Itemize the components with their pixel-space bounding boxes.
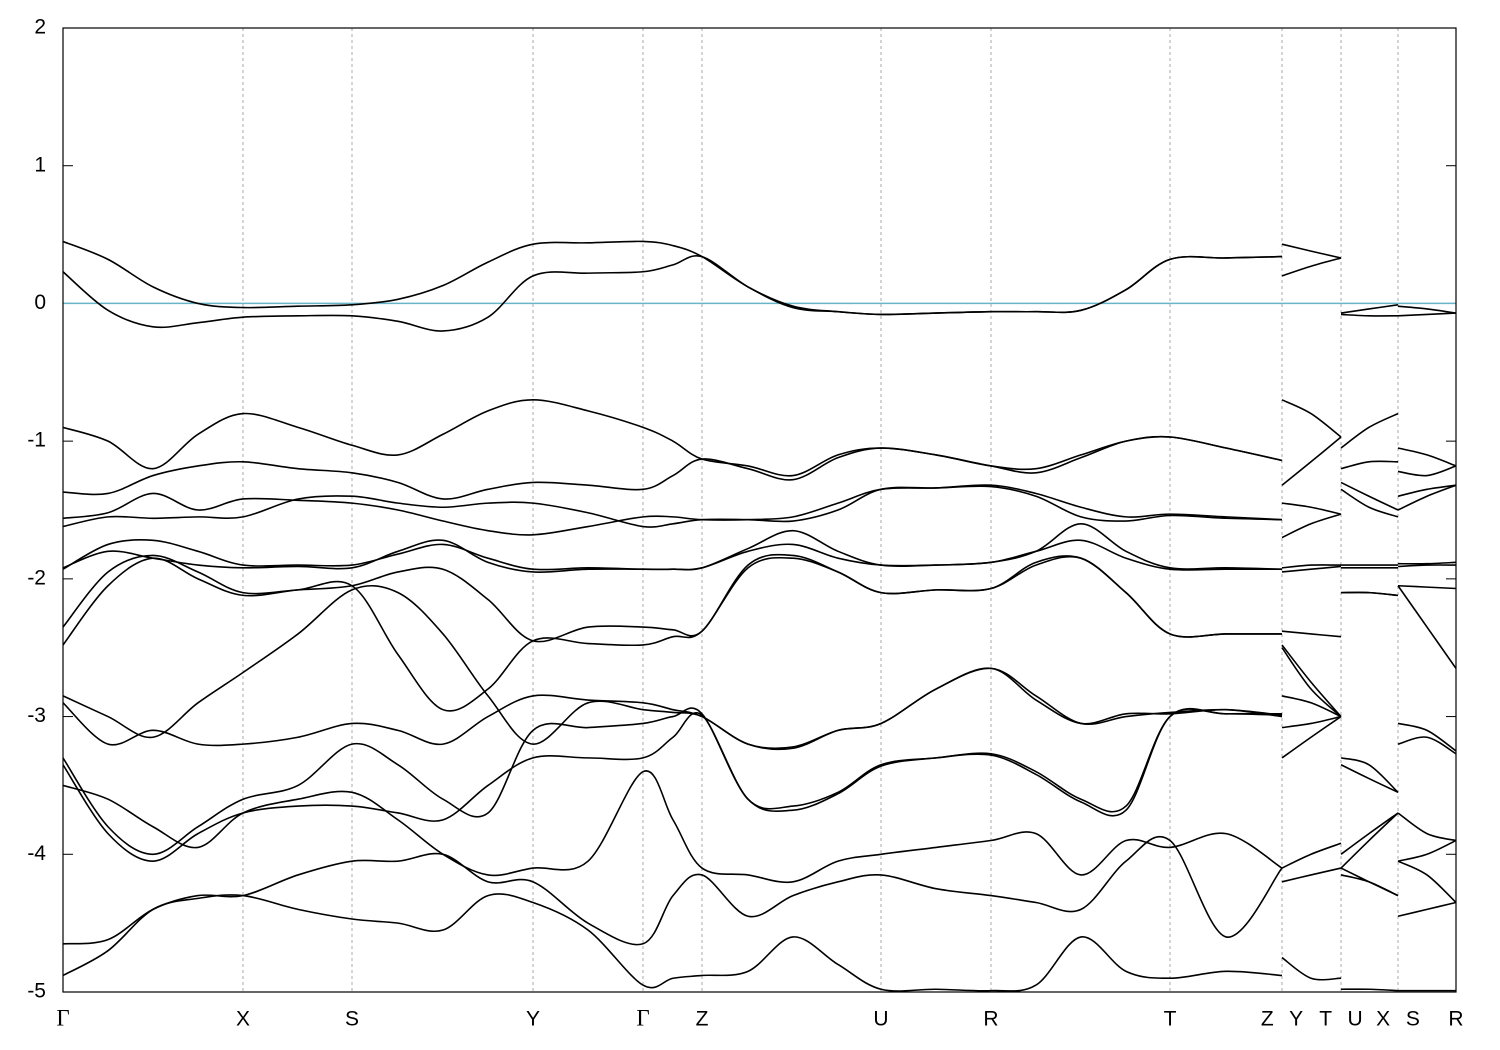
band-layer xyxy=(63,240,1456,992)
band-line xyxy=(63,484,1456,539)
grid-layer xyxy=(63,27,1456,993)
y-tick-label: 1 xyxy=(34,153,46,176)
x-tick-label: T xyxy=(1164,1008,1177,1031)
band-line xyxy=(63,522,1456,571)
band-line xyxy=(63,707,1456,856)
x-tick-label: R xyxy=(1448,1008,1463,1031)
x-tick-label: X xyxy=(236,1008,250,1031)
band-line xyxy=(63,399,1456,477)
y-tick-label: -5 xyxy=(27,980,46,1003)
y-tick-label: -1 xyxy=(27,429,46,452)
y-tick-label: -3 xyxy=(27,704,46,727)
x-tick-label: Γ xyxy=(56,1005,69,1030)
band-line xyxy=(63,835,1456,946)
plot-frame xyxy=(62,27,1457,993)
band-line xyxy=(63,539,1456,574)
band-line xyxy=(63,481,1456,536)
y-tick-label: 2 xyxy=(34,16,46,39)
y-tick-label: -4 xyxy=(27,842,46,865)
x-tick-label: X S xyxy=(1376,1008,1420,1031)
x-tick-label: Γ xyxy=(636,1005,649,1030)
x-tick-label: S xyxy=(345,1008,359,1031)
band-line xyxy=(63,255,1456,332)
band-line xyxy=(63,553,1456,643)
x-tick-label: Z Y xyxy=(1261,1008,1303,1031)
band-line xyxy=(63,435,1456,500)
y-tick-label: -2 xyxy=(27,566,46,589)
label-layer: -5 -4 -3 -2 -1 0 1 2 Γ X S Y Γ Z U R T Z Y T U X S R xyxy=(27,16,1463,1031)
y-tick-label: 0 xyxy=(34,291,46,314)
band-line xyxy=(63,584,1456,794)
band-line xyxy=(63,240,1456,317)
x-tick-label: Y xyxy=(526,1008,540,1031)
band-line xyxy=(63,647,1456,869)
x-tick-label: Z xyxy=(696,1008,709,1031)
x-tick-label: T U xyxy=(1319,1008,1362,1031)
band-line xyxy=(63,667,1456,793)
band-line xyxy=(63,893,1456,992)
x-tick-label: U xyxy=(873,1008,888,1031)
x-tick-label: R xyxy=(983,1008,998,1031)
band-line xyxy=(63,555,1456,718)
band-line xyxy=(63,770,1456,918)
